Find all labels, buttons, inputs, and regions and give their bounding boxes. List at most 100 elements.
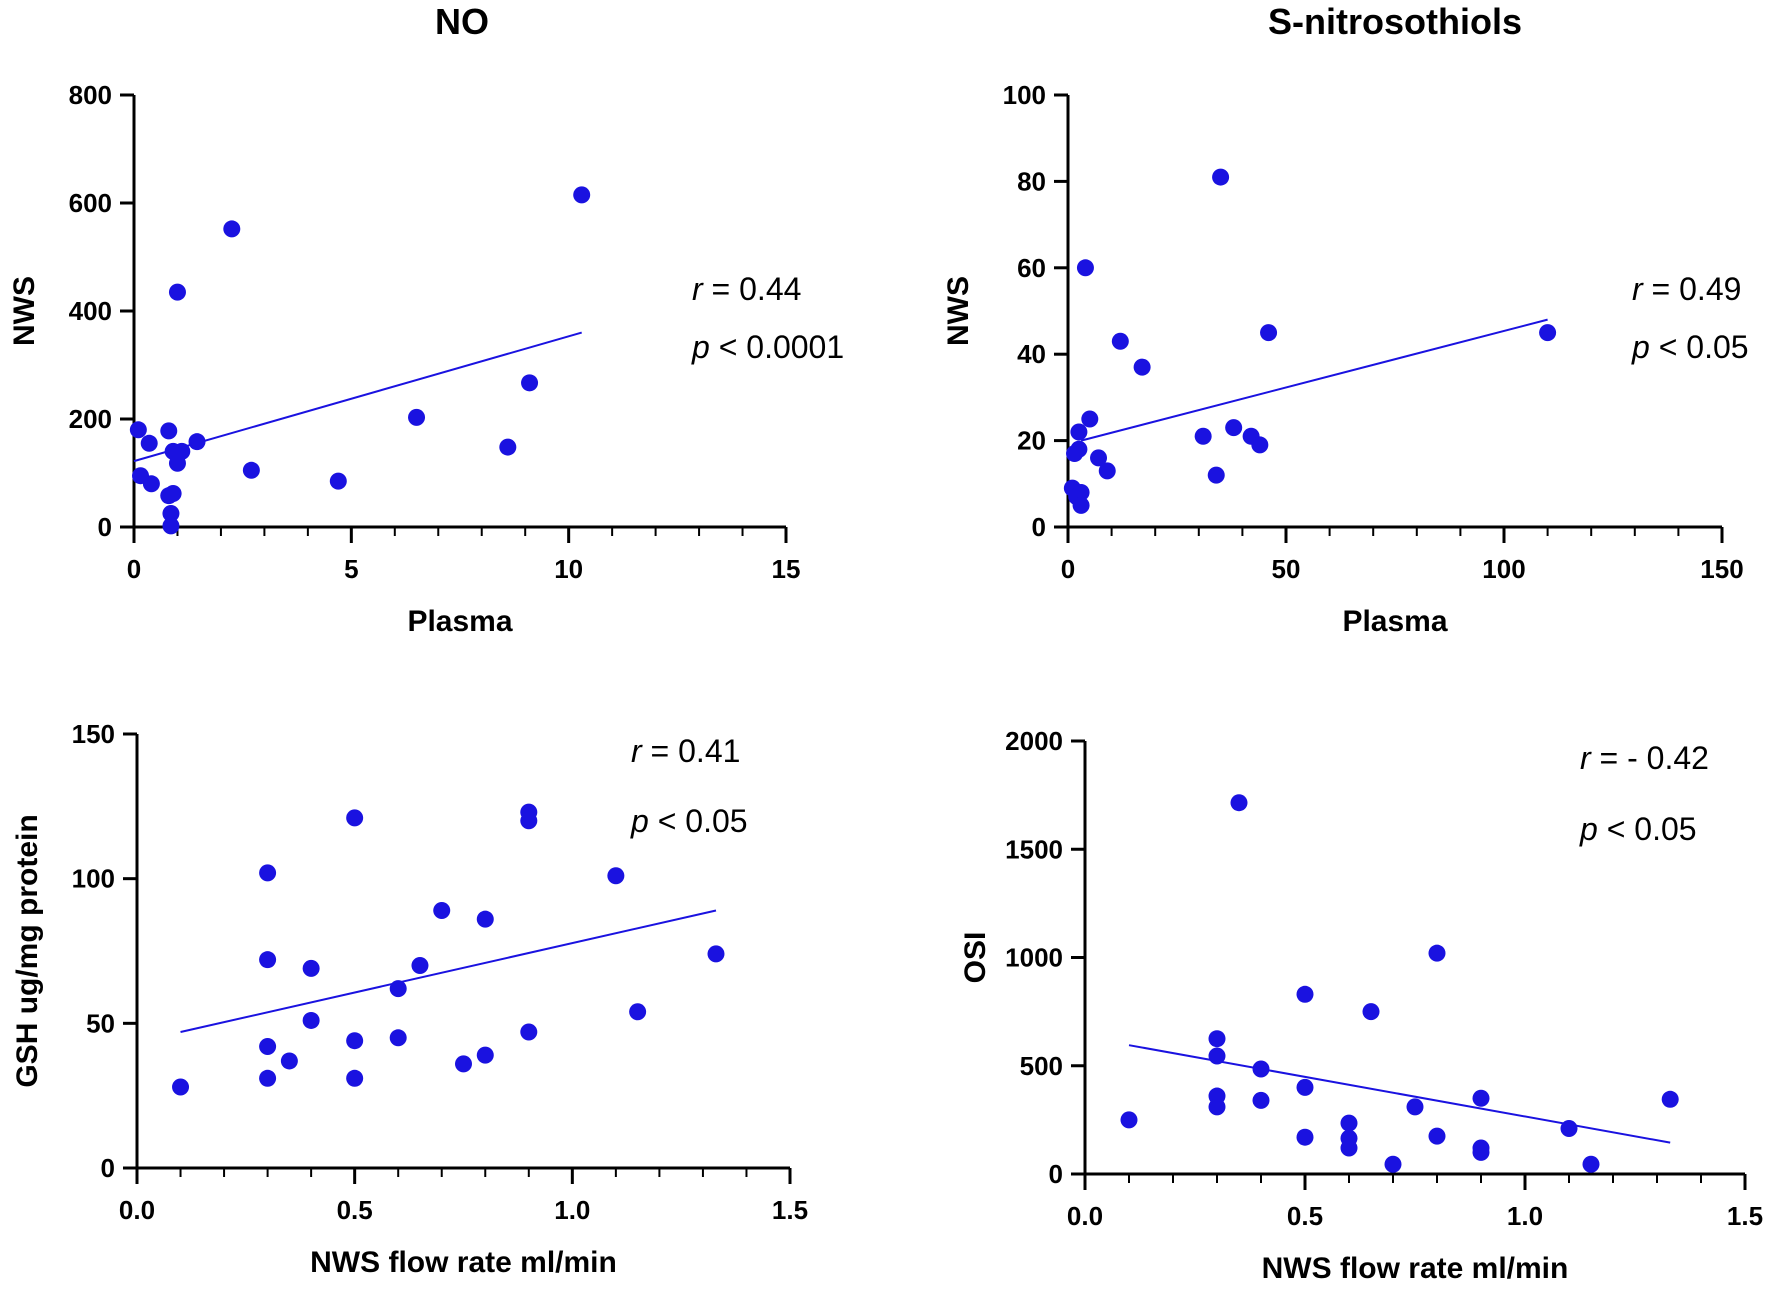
data-point (1212, 168, 1230, 186)
data-point (302, 959, 320, 977)
data-point (242, 461, 260, 479)
data-point (162, 517, 180, 535)
data-point (164, 485, 182, 503)
y-tick-label: 500 (1020, 1051, 1063, 1081)
p-statistic: p < 0.0001 (691, 329, 844, 365)
data-point (607, 867, 625, 885)
data-point (346, 1032, 364, 1050)
x-tick-label: 1.5 (1727, 1201, 1763, 1231)
data-point (1230, 794, 1248, 812)
data-point (1120, 1111, 1138, 1129)
regression-line (133, 331, 582, 463)
data-point (1194, 427, 1212, 445)
data-point (1090, 449, 1108, 467)
y-tick-label: 0 (1032, 512, 1046, 542)
data-point (1207, 466, 1225, 484)
data-point (1111, 332, 1129, 350)
y-tick-label: 0 (98, 512, 112, 542)
regression-line (1080, 318, 1548, 442)
x-tick-label: 0 (1061, 554, 1075, 584)
r-value: = - 0.42 (1591, 740, 1709, 776)
r-value: = 0.44 (703, 271, 802, 307)
x-tick-label: 100 (1482, 554, 1525, 584)
x-tick-label: 50 (1272, 554, 1301, 584)
y-axis-label: GSH ug/mg protein (11, 814, 44, 1087)
data-point (1472, 1143, 1490, 1161)
r-symbol: r (692, 271, 704, 307)
data-point (1208, 1047, 1226, 1065)
data-point (259, 1037, 277, 1055)
r-symbol: r (1580, 740, 1592, 776)
column-title-s-nitrosothiols: S-nitrosothiols (1268, 1, 1522, 42)
data-point (433, 901, 451, 919)
x-tick-label: 0.0 (1067, 1201, 1103, 1231)
data-point (223, 220, 241, 238)
y-tick-label: 100 (1003, 80, 1046, 110)
data-point (140, 434, 158, 452)
r-value: = 0.49 (1643, 271, 1742, 307)
p-symbol: p (1579, 811, 1598, 847)
x-tick-label: 0.0 (119, 1195, 155, 1225)
data-point (1251, 436, 1269, 454)
data-point (1296, 1128, 1314, 1146)
data-point (173, 442, 191, 460)
p-statistic: p < 0.05 (1631, 329, 1749, 365)
r-symbol: r (631, 733, 643, 769)
data-point (1260, 324, 1278, 342)
regression-line (180, 909, 717, 1033)
data-point (1070, 423, 1088, 441)
data-point (172, 1078, 190, 1096)
y-tick-label: 0 (101, 1153, 115, 1183)
x-tick-label: 0 (127, 554, 141, 584)
data-point (1472, 1089, 1490, 1107)
data-point (1070, 440, 1088, 458)
p-value: < 0.05 (1598, 811, 1697, 847)
p-symbol: p (630, 803, 649, 839)
data-point (1384, 1155, 1402, 1173)
y-tick-label: 60 (1017, 253, 1046, 283)
data-point (1362, 1003, 1380, 1021)
y-tick-label: 20 (1017, 426, 1046, 456)
y-tick-label: 800 (69, 80, 112, 110)
y-tick-label: 400 (69, 296, 112, 326)
p-statistic: p < 0.05 (630, 803, 748, 839)
y-tick-label: 1500 (1005, 834, 1063, 864)
y-tick-label: 200 (69, 404, 112, 434)
p-value: < 0.05 (1650, 329, 1749, 365)
y-tick-label: 2000 (1005, 726, 1063, 756)
data-point (1428, 1127, 1446, 1145)
column-title-no: NO (435, 1, 489, 42)
data-point (329, 472, 347, 490)
x-tick-label: 15 (772, 554, 801, 584)
y-axis-label: NWS (8, 276, 41, 346)
p-value: < 0.0001 (710, 329, 844, 365)
p-statistic: p < 0.05 (1579, 811, 1697, 847)
r-statistic: r = 0.41 (631, 733, 740, 769)
data-point (160, 422, 178, 440)
data-point (1582, 1155, 1600, 1173)
p-symbol: p (691, 329, 710, 365)
x-tick-label: 0.5 (337, 1195, 373, 1225)
data-point (302, 1011, 320, 1029)
data-point (1340, 1114, 1358, 1132)
data-point (455, 1055, 472, 1073)
x-tick-label: 150 (1700, 554, 1743, 584)
data-point (1133, 358, 1151, 376)
r-statistic: r = 0.44 (692, 271, 801, 307)
data-point (1252, 1060, 1270, 1078)
y-tick-label: 1000 (1005, 943, 1063, 973)
data-point (1340, 1139, 1358, 1157)
chart-panel-4: 0.0 0.5 1.0 1.5 0 500 1000 1500 2000 NWS flow rat… (959, 726, 1763, 1285)
data-point (346, 809, 364, 827)
data-point (1098, 462, 1116, 480)
x-axis-label: NWS flow rate ml/min (1262, 1252, 1569, 1285)
x-tick-label: 1.0 (1507, 1201, 1543, 1231)
data-point (476, 910, 494, 928)
data-point (1539, 324, 1557, 342)
data-point (521, 374, 539, 392)
chart-panel-3: 0.0 0.5 1.0 1.5 0 50 100 150 NWS flow rate ml/mi… (11, 719, 808, 1279)
x-tick-label: 1.5 (772, 1195, 808, 1225)
y-axis-label: NWS (942, 276, 975, 346)
